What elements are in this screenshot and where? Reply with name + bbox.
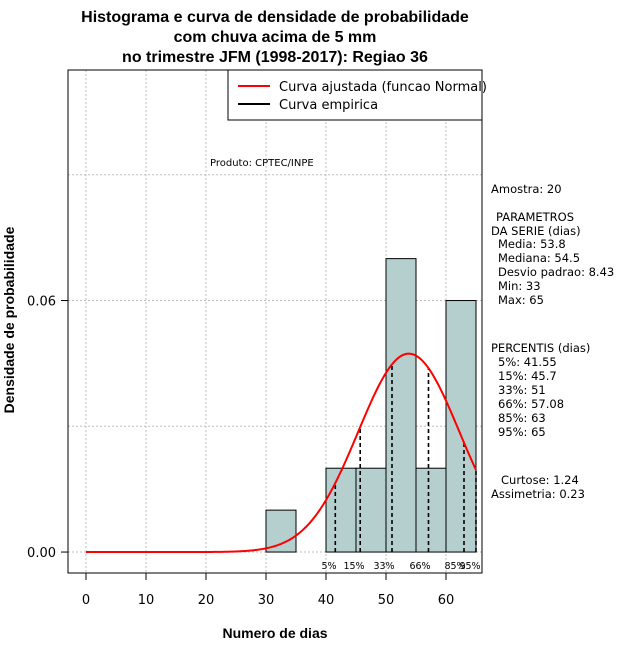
stat-params-heading-2: DA SERIE (dias) (491, 224, 581, 238)
chart-title-line-2: com chuva acima de 5 mm (174, 29, 377, 46)
legend-label-empirical: Curva empirica (279, 98, 378, 113)
legend-label-fit: Curva ajustada (funcao Normal) (279, 80, 487, 95)
statistics-panel: Amostra: 20 PARAMETROS DA SERIE (dias) M… (491, 182, 614, 501)
histogram-bar (385, 258, 417, 553)
x-tick-label: 30 (258, 593, 275, 608)
y-tick-label: 0.00 (27, 546, 56, 561)
histogram-bar (415, 467, 447, 553)
histogram-bar (445, 300, 477, 553)
x-tick-label: 10 (138, 593, 155, 608)
stat-min: Min: 33 (498, 279, 541, 293)
percentile-label: 66% (409, 561, 430, 572)
y-axis-label: Densidade de probabilidade (1, 226, 17, 413)
stat-p15: 15%: 45.7 (498, 369, 557, 383)
stat-std-dev: Desvio padrao: 8.43 (498, 265, 614, 279)
stat-p85: 85%: 63 (498, 411, 546, 425)
stat-p95: 95%: 65 (498, 425, 546, 439)
percentile-label: 33% (373, 561, 394, 572)
chart-title-line-1: Histograma e curva de densidade de proba… (81, 9, 469, 26)
x-axis-label: Numero de dias (222, 625, 327, 641)
histogram-bar (265, 509, 297, 553)
stat-p5: 5%: 41.55 (498, 355, 557, 369)
x-tick-label: 0 (82, 593, 90, 608)
axes: 0 10 20 30 40 50 60 0.00 0.06 (27, 295, 454, 608)
stat-skewness: Assimetria: 0.23 (491, 487, 585, 501)
percentile-labels: 5% 15% 33% 66% 85%95% (321, 561, 480, 572)
normal-fit-curve (86, 352, 477, 554)
percentile-label: 85% (444, 561, 465, 572)
y-tick-label: 0.06 (27, 295, 56, 310)
stat-mean: Media: 53.8 (498, 237, 566, 251)
legend-box (227, 69, 483, 121)
percentile-label: 15% (343, 561, 364, 572)
histogram-bars (265, 258, 477, 553)
stat-percentiles-heading: PERCENTIS (dias) (491, 341, 590, 355)
histogram-bar (325, 467, 357, 553)
normal-fit-line (86, 352, 477, 554)
x-tick-label: 60 (438, 593, 455, 608)
x-tick-label: 20 (198, 593, 215, 608)
chart-title-line-3: no trimestre JFM (1998-2017): Regiao 36 (122, 49, 428, 66)
percentile-label: 95% (459, 561, 480, 572)
x-tick-label: 50 (378, 593, 395, 608)
stat-p33: 33%: 51 (498, 383, 546, 397)
stat-p66: 66%: 57.08 (498, 397, 564, 411)
stat-max: Max: 65 (498, 293, 544, 307)
legend: Curva ajustada (funcao Normal) Curva emp… (227, 69, 487, 121)
x-tick-label: 40 (318, 593, 335, 608)
stat-params-heading-1: PARAMETROS (496, 210, 574, 224)
percentile-label: 5% (321, 561, 336, 572)
product-annotation: Produto: CPTEC/INPE (210, 158, 314, 169)
percentile-lines (334, 364, 477, 553)
stat-kurtosis: Curtose: 1.24 (501, 473, 579, 487)
stat-median: Mediana: 54.5 (498, 251, 580, 265)
stat-sample-size: Amostra: 20 (491, 182, 562, 196)
